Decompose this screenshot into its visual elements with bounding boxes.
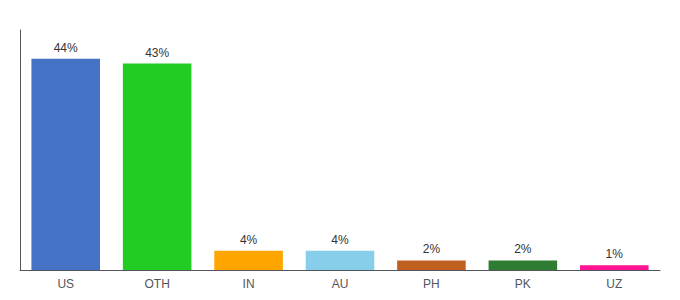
svg-text:IN: IN xyxy=(243,277,255,291)
svg-text:4%: 4% xyxy=(331,233,349,247)
svg-text:2%: 2% xyxy=(514,242,532,256)
svg-text:AU: AU xyxy=(332,277,349,291)
svg-text:PH: PH xyxy=(423,277,440,291)
svg-text:UZ: UZ xyxy=(606,277,622,291)
svg-text:1%: 1% xyxy=(606,247,624,261)
svg-text:PK: PK xyxy=(515,277,531,291)
svg-text:OTH: OTH xyxy=(144,277,169,291)
svg-text:44%: 44% xyxy=(54,41,78,55)
svg-text:4%: 4% xyxy=(240,233,258,247)
svg-text:US: US xyxy=(57,277,74,291)
svg-text:43%: 43% xyxy=(145,46,169,60)
svg-text:2%: 2% xyxy=(423,242,441,256)
